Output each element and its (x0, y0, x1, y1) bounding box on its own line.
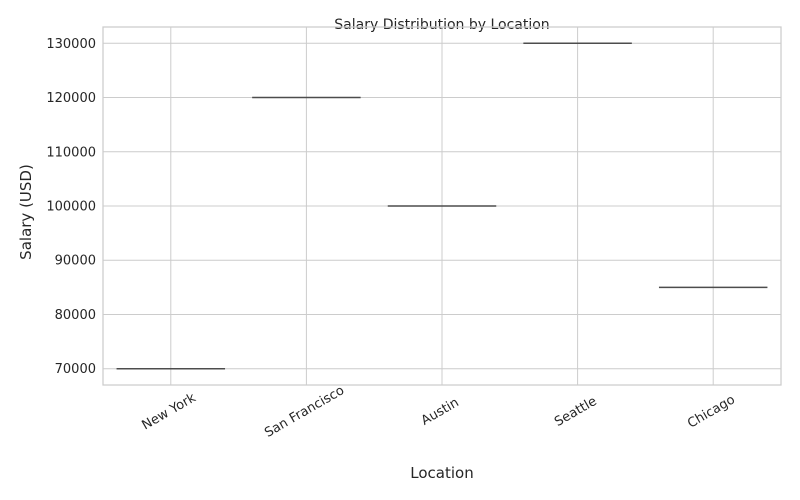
x-tick-labels: New York San Francisco Austin Seattle Chicag… (140, 383, 738, 441)
x-tick-label: New York (140, 390, 199, 433)
x-axis-title: Location (410, 464, 473, 482)
x-tick-label: Seattle (552, 394, 599, 430)
boxes (116, 42, 768, 370)
y-axis-title: Salary (USD) (17, 164, 35, 260)
y-tick-label: 80000 (55, 308, 96, 323)
x-tick-label: Austin (419, 395, 462, 428)
y-tick-label: 130000 (46, 37, 96, 52)
y-tick-label: 110000 (46, 145, 96, 160)
chart-title: Salary Distribution by Location (334, 17, 549, 33)
plot-frame (102, 26, 782, 386)
x-tick-label: San Francisco (262, 383, 347, 441)
y-tick-label: 90000 (55, 254, 96, 269)
y-tick-label: 120000 (46, 91, 96, 106)
x-tick-label: Chicago (685, 392, 738, 431)
y-tick-label: 100000 (46, 200, 96, 215)
y-tick-labels: 70000 80000 90000 100000 110000 120000 130000 (46, 37, 96, 377)
y-tick-label: 70000 (55, 362, 96, 377)
